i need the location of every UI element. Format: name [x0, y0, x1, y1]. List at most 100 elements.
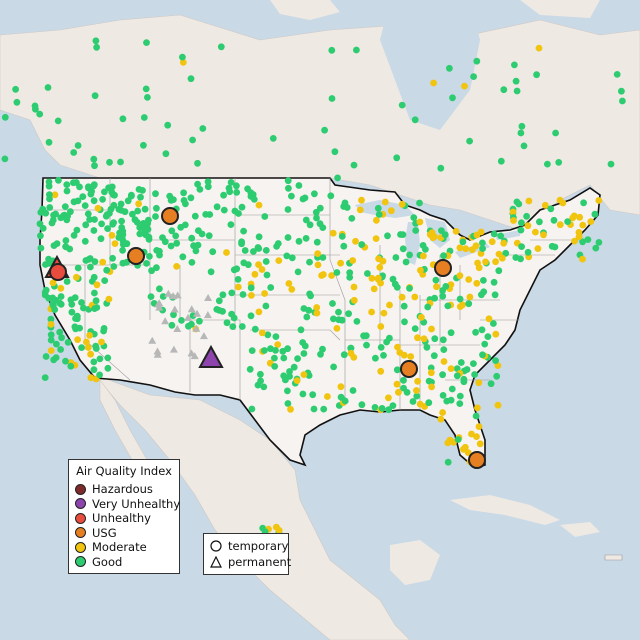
station-marker: [392, 254, 400, 261]
station-marker: [468, 430, 475, 438]
station-marker: [61, 211, 68, 219]
station-marker: [428, 325, 435, 333]
station-marker: [571, 237, 578, 245]
station-marker: [223, 319, 231, 327]
station-marker: [180, 197, 188, 204]
station-marker: [153, 204, 160, 212]
station-marker: [317, 350, 324, 358]
station-marker: [411, 116, 419, 124]
station-marker: [188, 259, 196, 266]
station-marker: [328, 95, 336, 102]
station-marker: [556, 221, 564, 229]
station-marker: [340, 351, 348, 359]
station-marker: [456, 303, 464, 310]
station-marker: [456, 400, 464, 407]
station-marker: [228, 310, 236, 318]
station-marker: [190, 242, 198, 250]
station-marker: [329, 300, 336, 307]
station-marker: [257, 370, 264, 378]
station-marker: [119, 259, 127, 267]
station-marker: [509, 208, 517, 216]
station-marker: [156, 285, 163, 293]
station-marker: [105, 184, 112, 192]
station-marker: [179, 53, 186, 61]
station-marker: [375, 211, 383, 218]
station-marker: [447, 365, 455, 372]
station-marker: [143, 260, 150, 267]
station-marker: [517, 255, 524, 263]
station-marker: [52, 210, 59, 218]
station-marker: [511, 61, 518, 69]
station-marker: [564, 218, 571, 226]
station-marker: [284, 177, 292, 185]
station-marker: [194, 180, 202, 188]
station-marker: [288, 286, 296, 293]
legend-item-very-unhealthy: Very Unhealthy: [75, 497, 180, 512]
station-marker: [153, 264, 160, 272]
station-marker: [470, 73, 477, 80]
station-marker: [90, 197, 98, 205]
station-marker: [490, 230, 498, 238]
station-marker: [87, 374, 95, 382]
station-marker: [346, 274, 354, 281]
legend-item-hazardous: Hazardous: [75, 482, 173, 497]
station-marker: [219, 291, 227, 299]
station-marker: [381, 198, 389, 206]
station-marker: [155, 303, 164, 311]
station-marker: [284, 345, 291, 353]
station-marker: [153, 347, 162, 355]
station-marker: [439, 409, 446, 416]
station-marker: [240, 227, 248, 235]
station-marker: [411, 293, 419, 301]
station-marker: [220, 191, 228, 199]
station-marker: [49, 300, 57, 308]
station-marker: [502, 249, 510, 257]
station-marker: [347, 349, 355, 357]
station-marker: [431, 294, 438, 302]
station-marker: [396, 349, 404, 356]
station-marker: [290, 363, 298, 371]
station-marker: [473, 279, 481, 287]
station-marker: [497, 157, 505, 165]
station-marker: [73, 273, 80, 281]
station-marker: [92, 37, 100, 45]
station-marker: [492, 330, 500, 338]
station-marker: [104, 225, 111, 233]
legend-label: Moderate: [92, 540, 147, 555]
station-marker: [193, 309, 202, 317]
station-marker: [173, 324, 182, 332]
station-marker: [377, 323, 385, 330]
station-marker: [273, 243, 280, 250]
station-marker: [287, 405, 294, 413]
station-marker: [263, 271, 271, 279]
station-marker: [329, 229, 337, 237]
station-marker: [432, 276, 440, 284]
station-marker: [84, 210, 92, 218]
station-marker: [57, 300, 65, 308]
station-marker: [41, 374, 49, 381]
station-marker: [275, 527, 283, 534]
station-marker: [131, 216, 139, 224]
station-marker: [340, 242, 348, 250]
legend-item-usg: USG: [75, 526, 173, 541]
station-marker: [238, 203, 246, 211]
station-marker: [490, 320, 497, 327]
station-marker: [411, 325, 419, 332]
station-marker: [90, 182, 98, 190]
station-marker: [386, 301, 393, 309]
station-marker: [350, 283, 358, 291]
station-marker: [248, 292, 255, 299]
station-marker: [492, 258, 499, 266]
highlighted-stations: [44, 207, 486, 469]
station-marker: [173, 291, 182, 299]
station-marker: [462, 245, 470, 253]
station-marker: [319, 345, 326, 353]
station-marker: [162, 150, 170, 158]
station-marker: [353, 46, 360, 54]
station-marker: [147, 293, 155, 300]
station-marker: [352, 237, 359, 245]
station-marker: [51, 191, 59, 199]
station-marker: [395, 388, 402, 396]
station-marker: [12, 85, 19, 93]
